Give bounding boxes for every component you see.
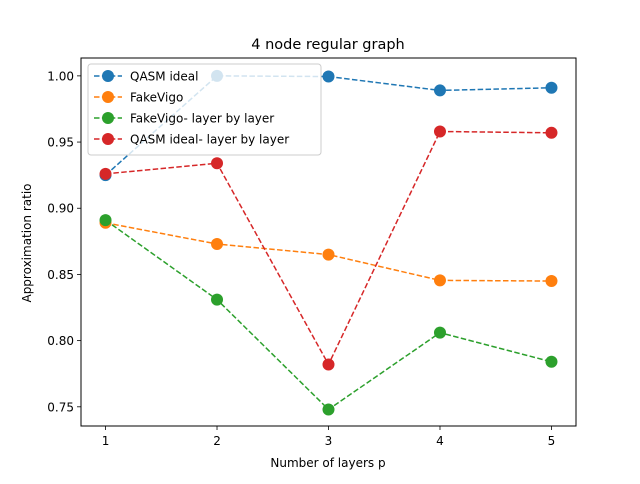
data-point xyxy=(545,355,558,368)
x-tick-label: 2 xyxy=(213,434,221,448)
legend-item: QASM ideal- layer by layer xyxy=(94,133,289,147)
legend-marker xyxy=(102,70,114,82)
plot-area xyxy=(99,69,558,416)
y-tick-label: 0.80 xyxy=(47,334,74,348)
x-tick-label: 5 xyxy=(548,434,556,448)
x-tick-label: 4 xyxy=(436,434,444,448)
series-4 xyxy=(99,125,558,371)
data-point xyxy=(545,275,558,288)
y-axis: 0.75 0.80 0.85 0.90 0.95 1.00 xyxy=(47,69,81,414)
series-3 xyxy=(99,214,558,416)
legend-item: FakeVigo- layer by layer xyxy=(94,112,274,126)
data-point xyxy=(322,70,335,83)
data-point xyxy=(433,125,446,138)
legend-label: QASM ideal xyxy=(130,70,198,84)
y-tick-label: 0.75 xyxy=(47,400,74,414)
x-axis-label: Number of layers p xyxy=(270,456,385,470)
legend-label: FakeVigo xyxy=(130,91,183,105)
legend-label: QASM ideal- layer by layer xyxy=(130,133,289,147)
y-tick-label: 0.95 xyxy=(47,136,74,150)
x-axis: 1 2 3 4 5 xyxy=(102,426,556,448)
chart-title: 4 node regular graph xyxy=(251,37,405,53)
y-axis-label: Approximation ratio xyxy=(20,183,34,302)
data-point xyxy=(211,157,224,170)
data-point xyxy=(545,126,558,139)
data-point xyxy=(211,293,224,306)
data-point xyxy=(322,403,335,416)
legend: QASM ideal FakeVigo FakeVigo- layer by lay… xyxy=(87,63,322,156)
legend-marker xyxy=(102,112,114,124)
data-point xyxy=(433,326,446,339)
data-point xyxy=(322,358,335,371)
data-point xyxy=(433,274,446,287)
x-tick-label: 3 xyxy=(325,434,333,448)
data-point xyxy=(99,167,112,180)
y-tick-label: 1.00 xyxy=(47,69,74,83)
data-point xyxy=(545,81,558,94)
legend-marker xyxy=(102,133,114,145)
data-point xyxy=(322,248,335,261)
legend-label: FakeVigo- layer by layer xyxy=(130,112,274,126)
data-point xyxy=(99,214,112,227)
y-tick-label: 0.90 xyxy=(47,202,74,216)
data-point xyxy=(211,237,224,250)
legend-marker xyxy=(102,91,114,103)
x-tick-label: 1 xyxy=(102,434,110,448)
data-point xyxy=(433,84,446,97)
legend-item: FakeVigo xyxy=(94,91,183,105)
y-tick-label: 0.85 xyxy=(47,268,74,282)
legend-box xyxy=(87,63,322,156)
legend-item: QASM ideal xyxy=(94,70,198,84)
